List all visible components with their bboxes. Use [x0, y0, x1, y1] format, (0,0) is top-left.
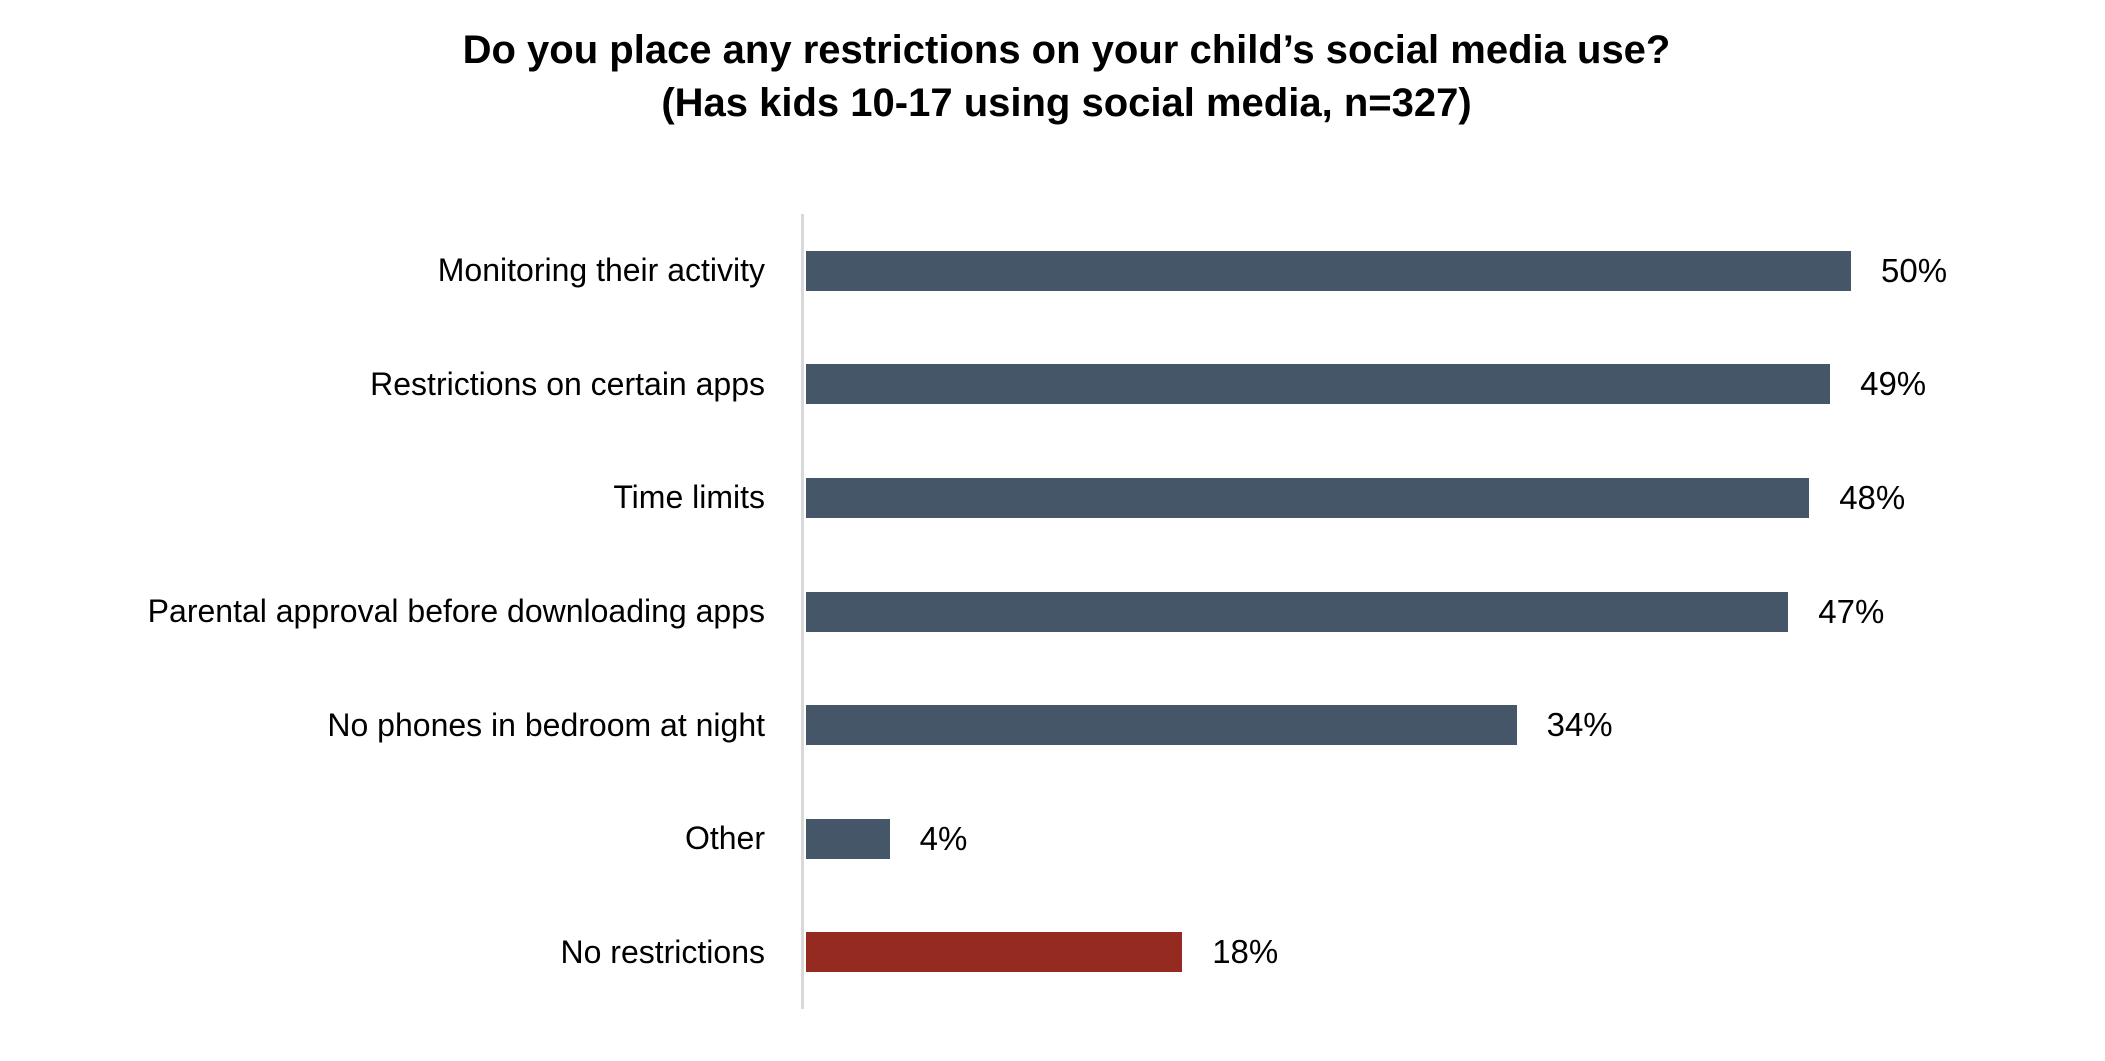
bar-row: No phones in bedroom at night 34% [0, 668, 2105, 782]
bar-area: 49% [802, 328, 2105, 442]
bar-row: Monitoring their activity 50% [0, 214, 2105, 328]
category-label: Restrictions on certain apps [370, 365, 765, 402]
bar [806, 705, 1517, 746]
value-label: 4% [919, 819, 968, 857]
category-label: Time limits [613, 479, 765, 516]
category-axis-line [801, 214, 804, 1009]
bar-area: 47% [802, 555, 2105, 669]
bar-row: Other 4% [0, 782, 2105, 896]
plot-area: Monitoring their activity 50% Restrictions… [0, 214, 2105, 1009]
bar-area: 34% [802, 668, 2105, 782]
value-label: 18% [1212, 933, 1279, 971]
bar-area: 18% [802, 895, 2105, 1009]
bar [806, 591, 1789, 632]
bar [806, 250, 1851, 291]
category-label: Parental approval before downloading app… [147, 593, 765, 630]
category-label: No restrictions [560, 933, 766, 970]
value-label: 50% [1881, 251, 1948, 289]
bar-area: 50% [802, 214, 2105, 328]
category-label: No phones in bedroom at night [327, 706, 765, 743]
bar-area: 4% [802, 782, 2105, 896]
value-label: 34% [1546, 706, 1613, 744]
chart-subtitle: (Has kids 10-17 using social media, n=32… [661, 81, 1472, 125]
bar-area: 48% [802, 441, 2105, 555]
bar-row: Restrictions on certain apps 49% [0, 328, 2105, 442]
bar [806, 932, 1183, 973]
chart-title: Do you place any restrictions on your ch… [462, 28, 1671, 72]
value-label: 48% [1839, 478, 1906, 516]
bar-row: No restrictions 18% [0, 895, 2105, 1009]
bar [806, 364, 1831, 405]
bar-row: Parental approval before downloading app… [0, 555, 2105, 669]
category-label: Monitoring their activity [437, 252, 765, 289]
bar [806, 818, 890, 859]
bar [806, 477, 1810, 518]
value-label: 49% [1860, 365, 1927, 403]
value-label: 47% [1818, 592, 1885, 630]
bar-row: Time limits 48% [0, 441, 2105, 555]
chart-title-block: Do you place any restrictions on your ch… [0, 24, 2105, 130]
category-label: Other [684, 820, 765, 857]
